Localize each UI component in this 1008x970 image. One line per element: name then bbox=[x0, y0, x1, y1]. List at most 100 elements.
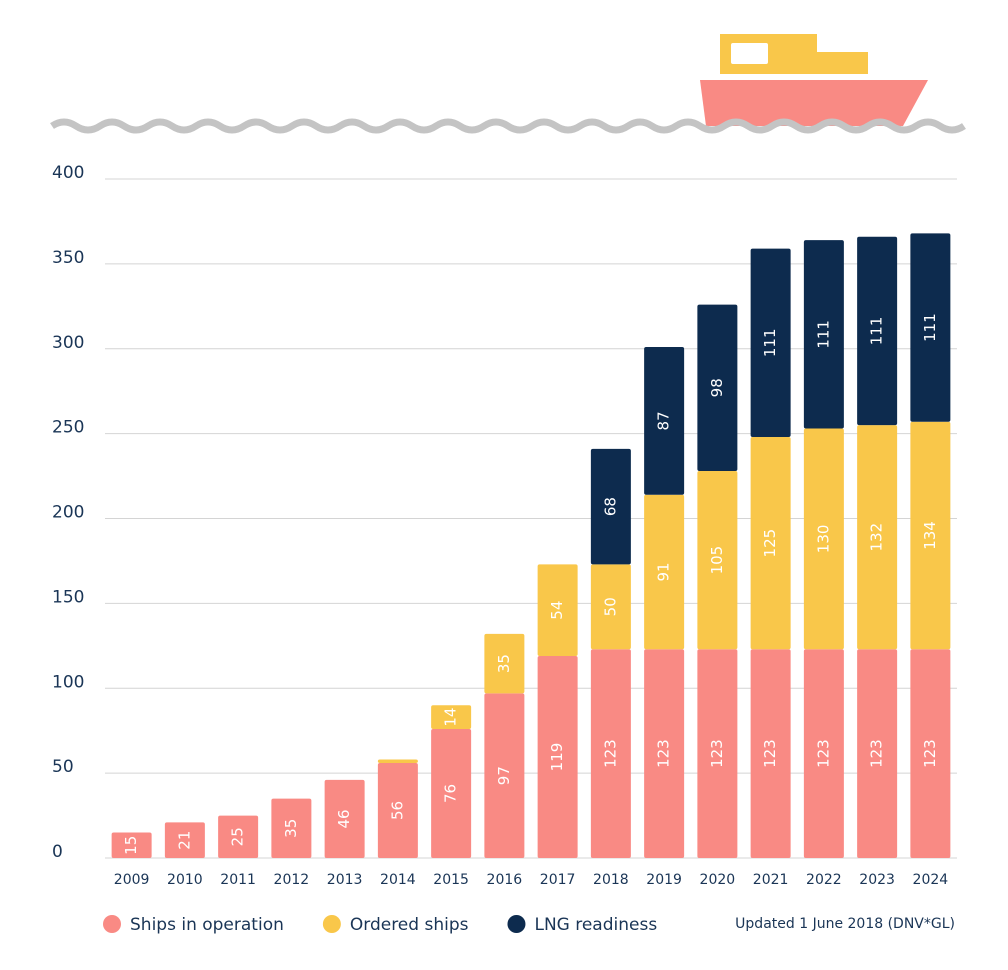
bar-segment bbox=[644, 494, 685, 650]
data-label: 46 bbox=[335, 809, 353, 828]
bar-segment bbox=[377, 759, 418, 763]
data-label: 105 bbox=[708, 546, 726, 575]
bar-segment bbox=[537, 655, 578, 858]
x-tick-label: 2009 bbox=[114, 872, 150, 888]
legend-label: LNG readiness bbox=[534, 915, 657, 935]
x-tick-label: 2024 bbox=[913, 872, 949, 888]
data-label: 123 bbox=[761, 739, 779, 768]
bar-segment bbox=[590, 448, 631, 565]
x-tick-label: 2010 bbox=[167, 872, 203, 888]
y-tick-label: 250 bbox=[52, 418, 84, 438]
bar-segment bbox=[484, 693, 525, 858]
bar-segment bbox=[377, 762, 418, 858]
data-label: 15 bbox=[122, 836, 140, 855]
bar-segment bbox=[111, 832, 152, 858]
ship-illustration bbox=[700, 34, 928, 126]
bar-segment bbox=[431, 728, 472, 858]
data-label: 134 bbox=[921, 521, 939, 550]
data-label: 123 bbox=[868, 739, 886, 768]
bar-segment bbox=[537, 564, 578, 656]
x-tick-label: 2017 bbox=[540, 872, 576, 888]
bar-segment bbox=[857, 236, 898, 426]
x-tick-label: 2018 bbox=[593, 872, 629, 888]
bar-segment bbox=[271, 798, 312, 858]
x-tick-label: 2023 bbox=[859, 872, 895, 888]
x-tick-label: 2013 bbox=[327, 872, 363, 888]
data-label: 123 bbox=[655, 739, 673, 768]
bar-segment bbox=[750, 649, 791, 858]
data-label: 111 bbox=[814, 320, 832, 349]
y-tick-label: 200 bbox=[52, 503, 84, 523]
bar-segment bbox=[910, 649, 951, 858]
data-label: 87 bbox=[655, 411, 673, 430]
data-label: 132 bbox=[868, 523, 886, 552]
x-tick-label: 2021 bbox=[753, 872, 789, 888]
legend-marker bbox=[322, 915, 341, 933]
data-label: 50 bbox=[601, 597, 619, 616]
data-label: 123 bbox=[708, 739, 726, 768]
bar-segment bbox=[910, 421, 951, 650]
bar-segment bbox=[697, 470, 738, 650]
y-tick-label: 350 bbox=[52, 248, 84, 268]
wave bbox=[50, 118, 966, 134]
data-label: 54 bbox=[548, 601, 566, 620]
bar-segment bbox=[750, 437, 791, 650]
y-tick-label: 0 bbox=[52, 842, 63, 862]
x-tick-label: 2022 bbox=[806, 872, 842, 888]
data-label: 123 bbox=[921, 739, 939, 768]
x-tick-label: 2011 bbox=[220, 872, 256, 888]
data-label: 56 bbox=[388, 801, 406, 820]
y-tick-label: 50 bbox=[52, 757, 74, 777]
data-label: 123 bbox=[814, 739, 832, 768]
bar-segment bbox=[857, 425, 898, 650]
bar-segment bbox=[218, 815, 259, 858]
bar-segment bbox=[484, 633, 525, 694]
data-label: 123 bbox=[601, 739, 619, 768]
y-tick-label: 150 bbox=[52, 587, 84, 607]
x-tick-label: 2014 bbox=[380, 872, 416, 888]
bar-segment bbox=[164, 822, 205, 858]
y-tick-label: 400 bbox=[52, 163, 84, 183]
bar-segment bbox=[803, 240, 844, 429]
bar-segment bbox=[910, 233, 951, 422]
legend-marker bbox=[507, 915, 526, 933]
data-label: 35 bbox=[282, 819, 300, 838]
y-tick-label: 100 bbox=[52, 672, 84, 692]
y-tick-label: 300 bbox=[52, 333, 84, 353]
bar-segment bbox=[803, 428, 844, 650]
bar-segment bbox=[590, 564, 631, 650]
legend-label: Ships in operation bbox=[130, 915, 284, 935]
bar-segment bbox=[697, 649, 738, 858]
legend-marker bbox=[103, 915, 121, 933]
data-label: 91 bbox=[655, 562, 673, 581]
x-tick-label: 2015 bbox=[433, 872, 469, 888]
data-label: 68 bbox=[601, 497, 619, 516]
bar-segment bbox=[324, 779, 365, 858]
data-label: 21 bbox=[175, 831, 193, 850]
data-label: 76 bbox=[442, 784, 460, 803]
x-tick-label: 2016 bbox=[487, 872, 523, 888]
bar-segment bbox=[803, 649, 844, 858]
bar-segment bbox=[697, 304, 738, 471]
data-label: 35 bbox=[495, 654, 513, 673]
data-label: 111 bbox=[868, 317, 886, 346]
bar-segment bbox=[644, 649, 685, 858]
bar-segment bbox=[590, 649, 631, 858]
data-label: 25 bbox=[229, 827, 247, 846]
x-tick-label: 2020 bbox=[700, 872, 736, 888]
data-label: 98 bbox=[708, 378, 726, 397]
data-label: 111 bbox=[761, 328, 779, 357]
legend-label: Ordered ships bbox=[350, 915, 469, 935]
data-label: 119 bbox=[548, 743, 566, 772]
data-label: 111 bbox=[921, 313, 939, 342]
bar-segment bbox=[644, 347, 685, 495]
bar-segment bbox=[431, 705, 472, 729]
bar-segment bbox=[857, 649, 898, 858]
bar-segment bbox=[750, 248, 791, 438]
x-tick-label: 2019 bbox=[646, 872, 682, 888]
data-label: 125 bbox=[761, 529, 779, 558]
data-label: 97 bbox=[495, 766, 513, 785]
x-tick-label: 2012 bbox=[274, 872, 310, 888]
source-note: Updated 1 June 2018 (DNV*GL) bbox=[735, 916, 955, 932]
